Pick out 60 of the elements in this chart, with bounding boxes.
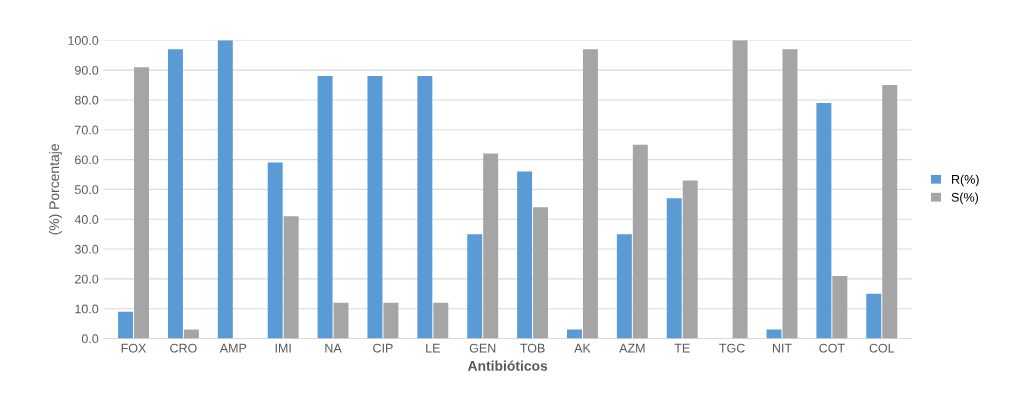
y-tick-label: 30.0 [74,244,99,254]
bar [866,293,882,339]
x-tick-label: IMI [275,343,291,353]
legend-label: R(%) [952,174,979,187]
bar [682,180,698,339]
x-tick-label: NIT [772,343,792,353]
bar [616,234,632,339]
bar [183,329,199,339]
x-tick-label: CIP [373,343,393,353]
x-tick-label: CRO [170,343,197,353]
bar [433,302,449,339]
x-tick-label: AZM [619,343,645,353]
y-tick-label: 90.0 [75,65,99,75]
bar [333,302,349,339]
x-tick-label: COL [869,343,895,353]
bar [632,144,648,339]
x-tick-label: TGC [719,343,745,353]
y-tick-label: 0.0 [81,334,99,344]
y-tick-label: 70.0 [75,125,99,135]
bar [367,76,383,339]
x-tick-label: AK [574,343,591,353]
x-tick-label: LE [426,343,440,353]
y-tick-label: 40.0 [74,215,99,224]
x-axis-title: Antibióticos [467,360,548,371]
bar [217,40,233,339]
bar [732,40,748,339]
bar [267,162,283,339]
bar [118,311,134,339]
bar [467,234,483,339]
y-axis-title: (%) Porcentaje [48,144,62,235]
legend-label: S(%) [951,192,979,205]
bar [666,198,682,339]
bar [517,171,533,339]
y-tick-label: 20.0 [75,274,99,284]
bar [882,85,898,339]
bar [832,275,848,339]
bar [483,153,499,339]
bar [134,67,149,339]
x-tick-label: AMP [219,343,247,353]
bar [816,102,832,339]
y-tick-label: 100.0 [68,36,99,45]
x-tick-label: TE [674,343,690,353]
x-tick-label: NA [325,343,342,353]
y-tick-label: 60.0 [75,155,99,165]
bar [317,76,333,339]
bar [167,49,183,339]
y-tick-label: 10.0 [75,304,99,314]
y-tick-label: 80.0 [74,95,99,105]
bar [533,207,549,339]
bar [782,49,798,339]
x-tick-label: COT [819,343,845,353]
y-tick-label: 50.0 [74,185,99,195]
bar [417,76,433,339]
bar [283,216,299,339]
x-tick-label: TOB [520,343,545,353]
x-tick-label: GEN [469,343,496,353]
bar [582,49,598,339]
x-tick-label: FOX [121,343,147,353]
bar [383,302,399,339]
bar [567,329,582,339]
